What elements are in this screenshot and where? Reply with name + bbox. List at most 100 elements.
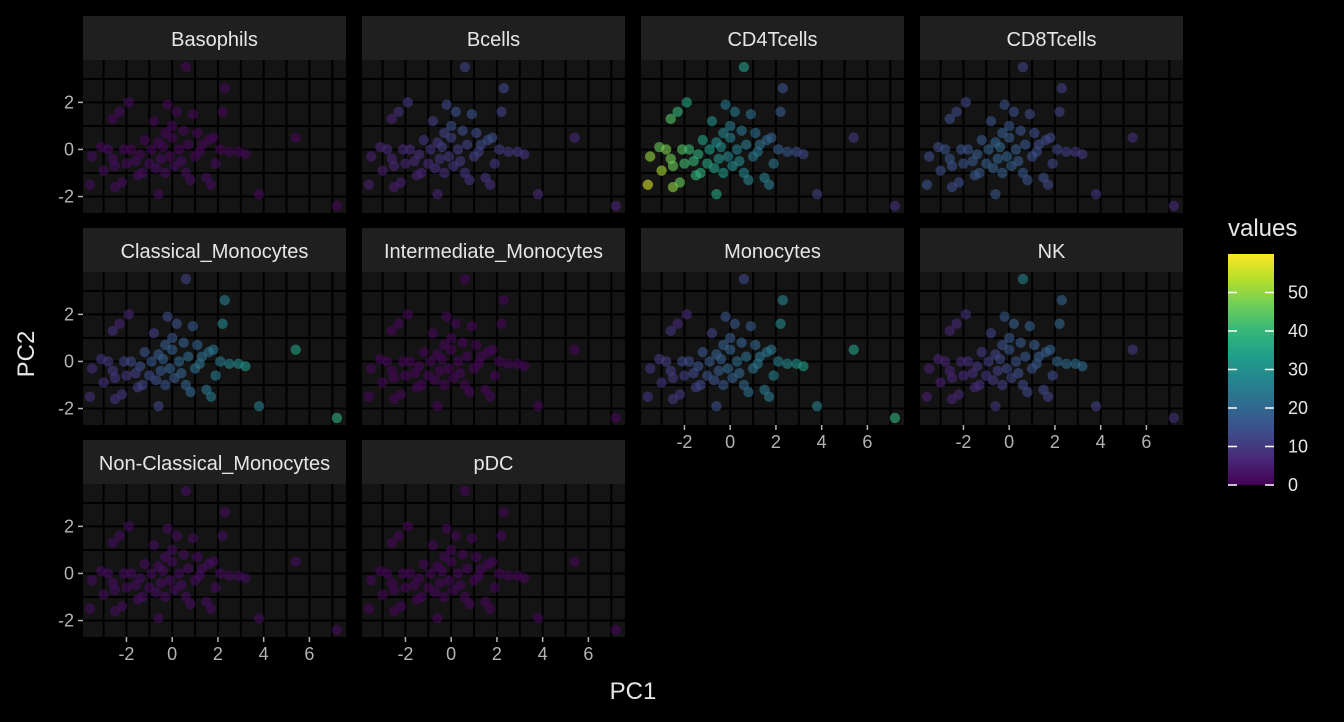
- data-point: [219, 83, 230, 94]
- data-point: [98, 377, 109, 388]
- data-point: [471, 551, 482, 563]
- data-point: [240, 148, 251, 160]
- data-point: [331, 624, 343, 636]
- data-point: [160, 591, 171, 603]
- data-point: [452, 144, 464, 155]
- data-point: [253, 188, 265, 200]
- data-point: [185, 174, 196, 186]
- data-point: [148, 116, 160, 127]
- data-point: [123, 521, 134, 532]
- data-point: [971, 148, 983, 160]
- data-point: [471, 339, 482, 351]
- x-tick-label: 4: [259, 644, 269, 664]
- x-tick-label: 6: [1141, 432, 1151, 452]
- data-point: [215, 356, 226, 367]
- data-point: [134, 572, 146, 584]
- data-point: [139, 558, 150, 570]
- facet-strip-label: Non-Classical_Monocytes: [99, 453, 330, 475]
- data-point: [532, 612, 544, 624]
- data-point: [848, 344, 859, 355]
- data-point: [683, 356, 695, 367]
- data-point: [166, 132, 178, 143]
- data-point: [455, 368, 466, 379]
- data-point: [731, 356, 743, 367]
- data-point: [921, 391, 933, 402]
- data-point: [109, 160, 121, 172]
- data-point: [215, 568, 226, 579]
- data-point: [462, 563, 473, 574]
- data-point: [667, 372, 679, 384]
- facet-panel: Classical_Monocytes: [83, 228, 346, 425]
- data-point: [848, 132, 859, 143]
- x-tick-label: 0: [446, 644, 456, 664]
- y-tick-label: -2: [58, 611, 74, 631]
- x-tick-label: 2: [213, 644, 223, 664]
- data-point: [455, 156, 466, 167]
- data-point: [210, 158, 221, 169]
- data-point: [679, 158, 690, 169]
- data-point: [1090, 400, 1102, 412]
- data-point: [107, 325, 118, 337]
- data-point: [750, 339, 761, 351]
- data-point: [418, 558, 429, 570]
- data-point: [962, 356, 974, 367]
- data-point: [466, 320, 477, 332]
- data-point: [656, 165, 667, 176]
- data-point: [400, 158, 411, 169]
- data-point: [400, 582, 411, 593]
- data-point: [445, 120, 457, 132]
- data-point: [944, 113, 955, 125]
- legend-title: values: [1228, 215, 1297, 242]
- data-point: [439, 379, 450, 391]
- data-point: [496, 318, 507, 329]
- colorbar-tick-label: 20: [1288, 398, 1308, 418]
- x-tick-label: 4: [538, 644, 548, 664]
- data-point: [958, 370, 969, 381]
- data-point: [734, 368, 745, 379]
- data-point: [974, 379, 985, 391]
- data-point: [146, 568, 157, 579]
- data-point: [720, 311, 731, 322]
- data-point: [987, 375, 999, 386]
- data-point: [432, 612, 443, 624]
- data-point: [121, 582, 132, 593]
- x-tick-label: 0: [1004, 432, 1014, 452]
- data-point: [997, 379, 1008, 391]
- data-point: [155, 365, 166, 377]
- data-point: [1019, 139, 1031, 150]
- data-point: [487, 132, 498, 143]
- data-point: [1010, 144, 1022, 155]
- y-tick-label: 0: [64, 351, 74, 371]
- data-point: [173, 144, 185, 155]
- data-point: [811, 188, 823, 200]
- data-point: [210, 370, 221, 381]
- data-point: [994, 141, 1006, 153]
- data-point: [436, 353, 448, 365]
- data-point: [434, 365, 445, 377]
- data-point: [404, 568, 416, 579]
- data-point: [935, 377, 946, 388]
- facet-panel: Non-Classical_Monocytes: [83, 440, 346, 637]
- data-point: [452, 356, 464, 367]
- data-point: [402, 309, 413, 320]
- data-point: [519, 572, 530, 584]
- data-point: [1017, 61, 1029, 73]
- data-point: [157, 565, 169, 577]
- data-point: [983, 144, 994, 155]
- data-point: [381, 568, 393, 579]
- x-tick-label: 2: [1050, 432, 1060, 452]
- data-point: [763, 391, 775, 402]
- data-point: [114, 530, 125, 541]
- data-point: [180, 485, 192, 497]
- data-point: [365, 363, 377, 374]
- data-point: [208, 132, 219, 143]
- data-point: [750, 127, 761, 139]
- data-point: [148, 540, 160, 551]
- data-point: [388, 160, 400, 172]
- colorbar-tick-label: 30: [1288, 360, 1308, 380]
- data-point: [987, 163, 999, 174]
- data-point: [999, 99, 1010, 110]
- data-point: [253, 612, 265, 624]
- data-point: [683, 144, 695, 155]
- data-point: [681, 97, 692, 108]
